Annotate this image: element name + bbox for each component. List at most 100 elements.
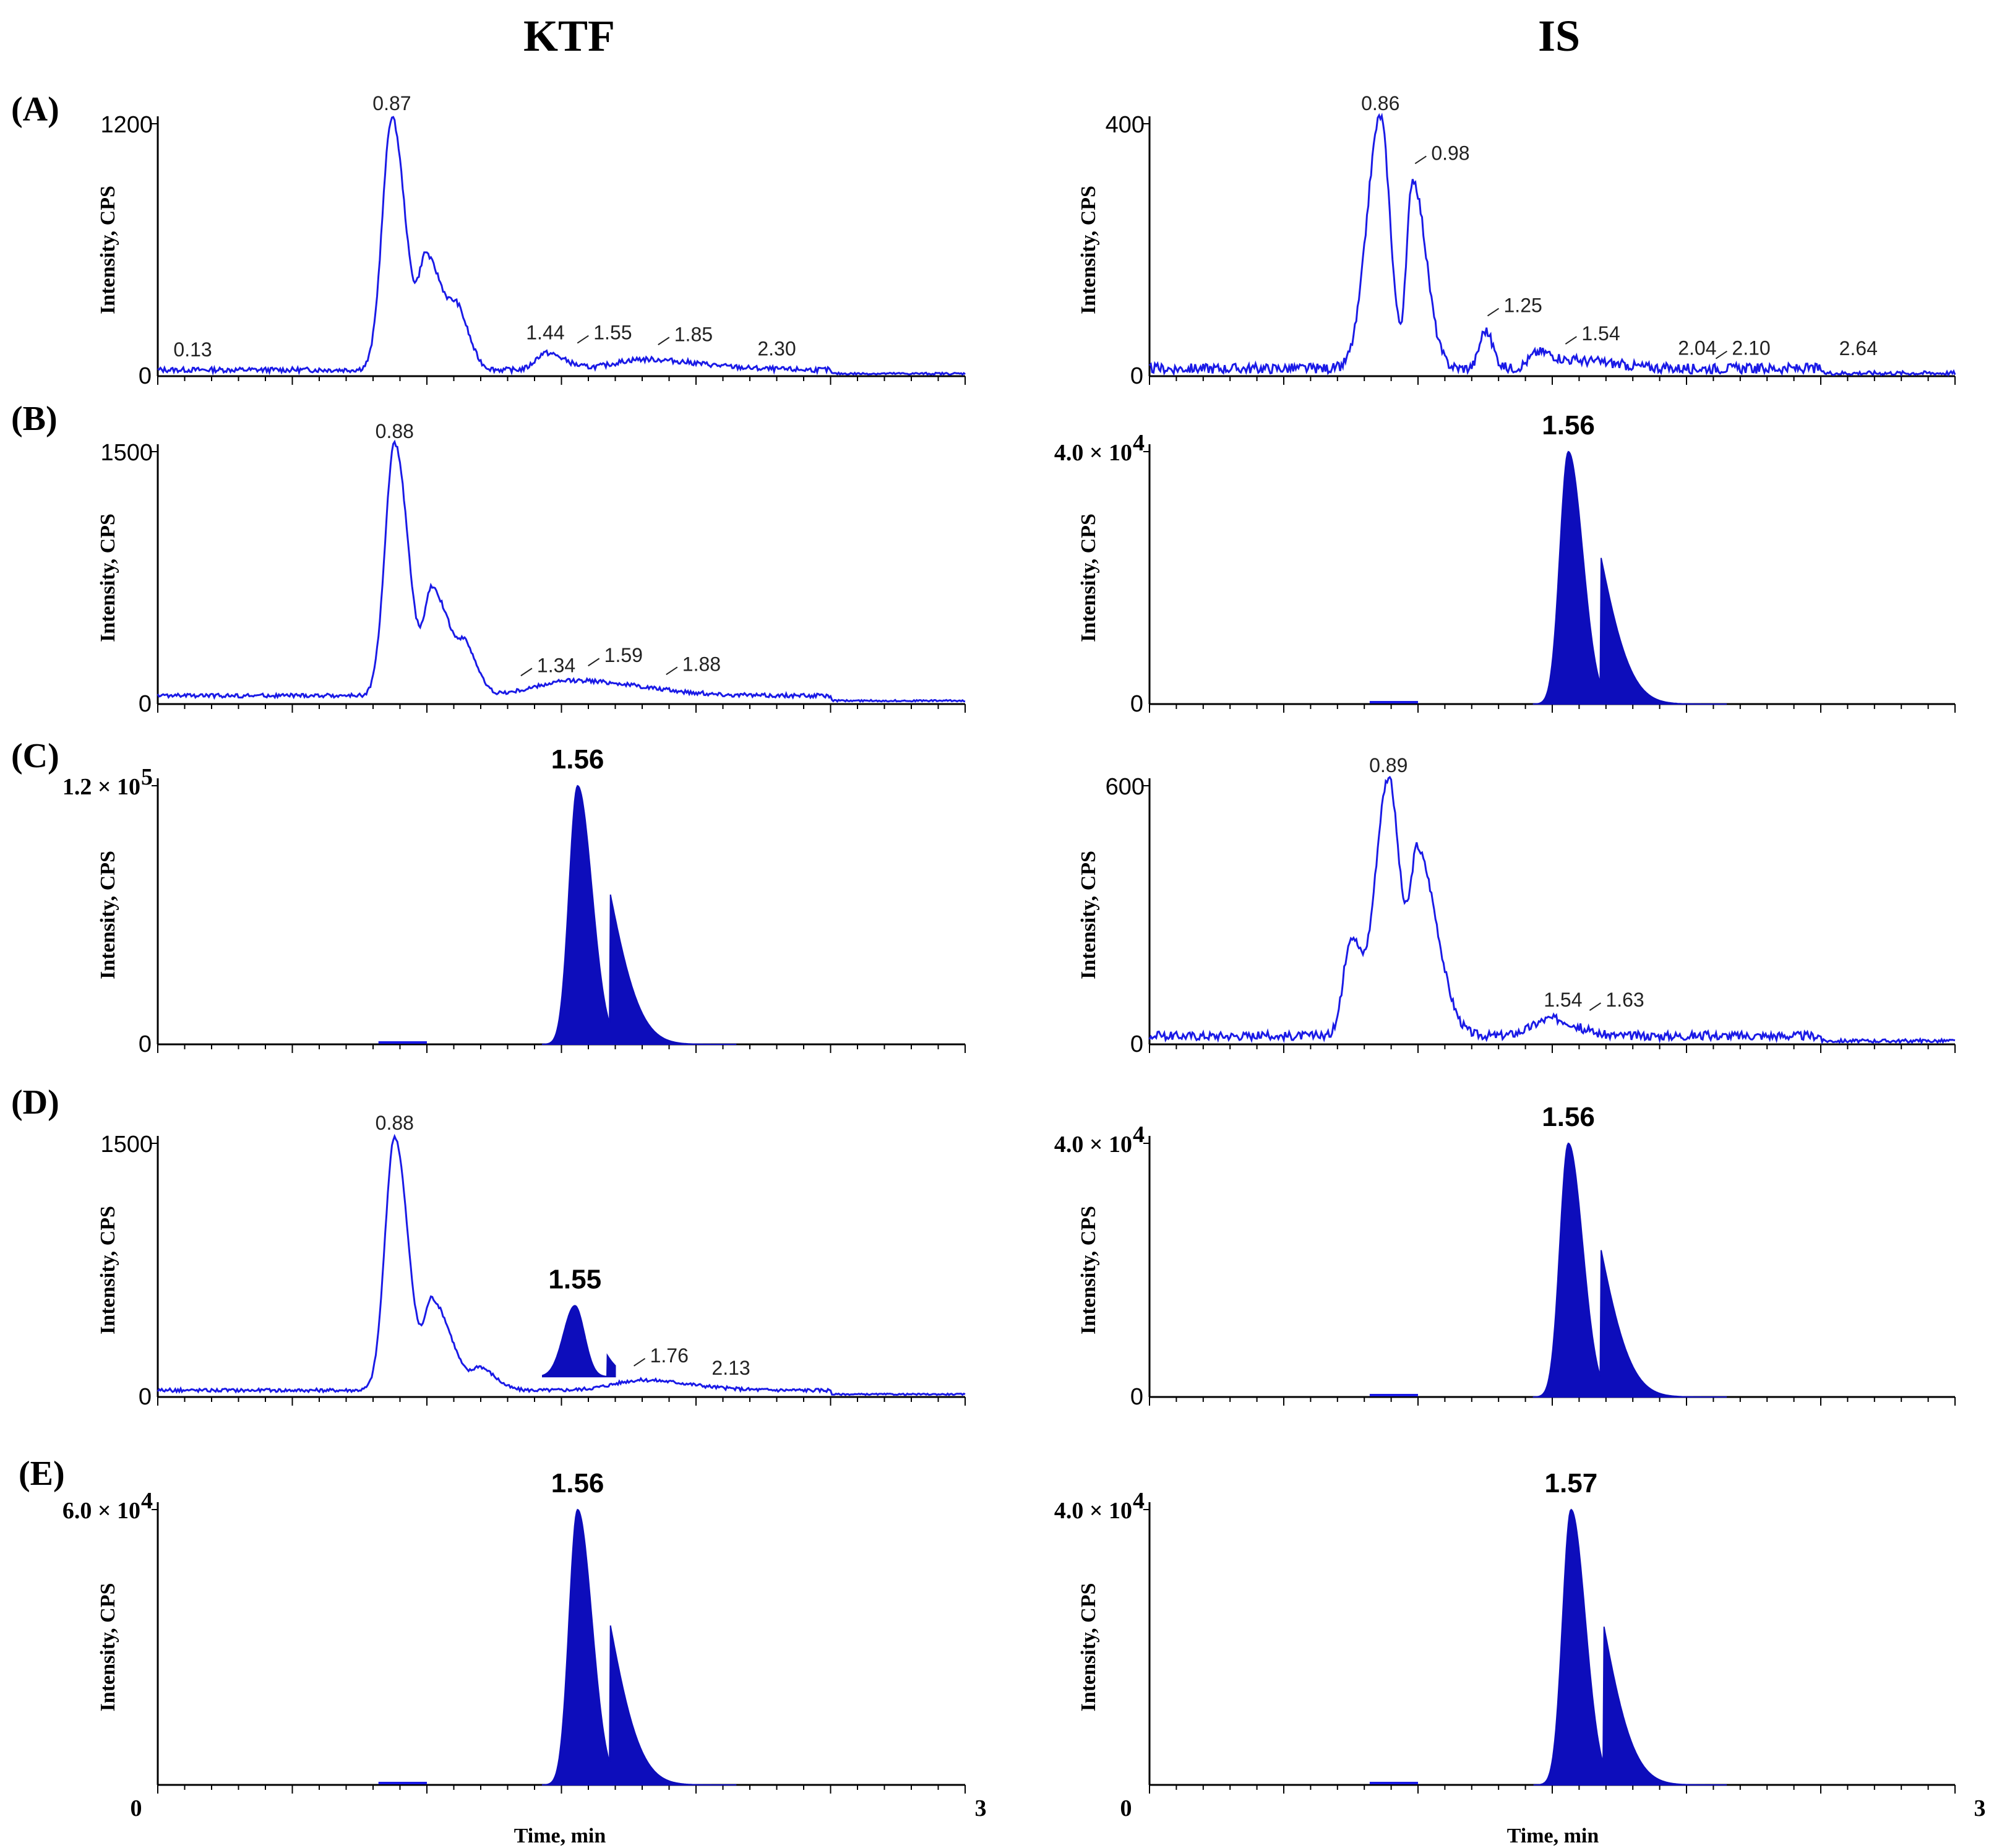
peak-label: 0.88: [376, 1112, 414, 1134]
y-tick-zero-label: 0: [1130, 363, 1143, 389]
y-tick-top-exponent: 4: [141, 1488, 153, 1514]
y-axis-label: Intensity, CPS: [97, 851, 119, 979]
y-tick-top-label: 600: [1106, 774, 1145, 800]
peak-label: 1.54: [1544, 989, 1582, 1011]
peak-leader-line: [1414, 155, 1427, 165]
y-tick-top-label: 1500: [100, 1132, 153, 1158]
peak-label: 1.55: [548, 1264, 601, 1294]
chart-c-ktf: 1.2 × 10 5 0 Intensity, CPS 1.56: [62, 744, 966, 1057]
y-axis-label: Intensity, CPS: [97, 1583, 119, 1712]
peak-leader-line: [588, 658, 600, 667]
x-axis-label-ktf: Time, min: [514, 1824, 606, 1847]
chromatogram-trace: [157, 116, 966, 376]
y-axis-label: Intensity, CPS: [97, 514, 119, 642]
peak-leader-line: [520, 668, 533, 677]
peak-label: 1.76: [650, 1344, 689, 1367]
chromatogram-trace: [1148, 775, 1956, 1045]
peak-leader-line: [666, 666, 678, 676]
y-tick-zero-label: 0: [1130, 1031, 1143, 1057]
chart-b-ktf: 1500 0 Intensity, CPS 0.88 1.34 1.59 1.88: [97, 420, 966, 717]
y-axis-label: Intensity, CPS: [97, 1206, 119, 1334]
y-tick-top-exponent: 4: [1133, 430, 1145, 456]
y-tick-top-label: 1500: [100, 440, 153, 466]
y-tick-top-label: 6.0 × 10: [62, 1498, 140, 1524]
peak-label: 2.64: [1839, 337, 1878, 359]
column-title-is: IS: [1538, 11, 1580, 61]
peak-label: 0.89: [1369, 754, 1407, 776]
peak-label: 0.86: [1361, 92, 1399, 114]
peak-label: 2.30: [757, 338, 796, 360]
peak-leader-line: [634, 1357, 646, 1367]
y-tick-top-label: 4.0 × 10: [1054, 1132, 1132, 1158]
peak-label: 1.56: [1542, 410, 1595, 441]
peak-label: 1.56: [551, 1468, 604, 1498]
chart-d-ktf: 1500 0 Intensity, CPS 0.88 1.55 1.76 2.13: [97, 1112, 966, 1410]
chart-e-is: 4.0 × 10 4 Intensity, CPS 1.57: [1054, 1468, 1956, 1794]
peak-label: 2.04: [1678, 337, 1716, 359]
x-axis-label-is: Time, min: [1507, 1824, 1599, 1847]
y-tick-zero-label: 0: [1130, 691, 1143, 717]
peak-leader-line: [658, 337, 670, 346]
peak-label: 1.88: [682, 653, 721, 675]
y-tick-zero-label: 0: [139, 691, 152, 717]
filled-peak-area: [542, 1508, 737, 1786]
y-axis-label: Intensity, CPS: [1077, 1206, 1100, 1334]
panel-label-e: (E): [19, 1455, 65, 1493]
peak-label: 1.63: [1605, 989, 1644, 1011]
chart-a-is: 400 0 Intensity, CPS 0.86 0.98 1.25 1.54 2.04 2.…: [1077, 92, 1956, 389]
peak-label: 1.85: [674, 323, 713, 345]
y-tick-zero-label: 0: [139, 1031, 152, 1057]
chromatogram-trace: [157, 1133, 966, 1396]
peak-leader-line: [577, 335, 589, 344]
chart-e-ktf: 6.0 × 10 4 Intensity, CPS 1.56: [62, 1468, 966, 1794]
y-axis-label: Intensity, CPS: [1077, 186, 1100, 314]
peak-label: 0.98: [1431, 142, 1469, 164]
chart-d-is: 4.0 × 10 4 0 Intensity, CPS 1.56: [1054, 1102, 1956, 1410]
y-tick-top-exponent: 5: [141, 764, 153, 790]
chromatogram-trace: [1148, 113, 1956, 377]
y-tick-zero-label: 0: [1130, 1384, 1143, 1410]
filled-peak-area: [542, 1305, 616, 1378]
peak-label: 2.13: [711, 1357, 750, 1379]
plot-area: 1200 0 Intensity, CPS 0.13 0.87 1.44 1.55 1.85 2…: [62, 92, 1956, 1794]
y-tick-zero-label: 0: [139, 363, 152, 389]
x-max-label-ktf: 3: [975, 1795, 987, 1821]
peak-label: 0.87: [372, 92, 411, 114]
peak-label: 1.56: [1542, 1102, 1595, 1132]
column-title-ktf: KTF: [523, 11, 615, 61]
peak-label: 1.34: [537, 654, 575, 676]
peak-label: 2.10: [1732, 337, 1770, 359]
peak-label: 1.57: [1545, 1468, 1598, 1498]
y-tick-top-label: 400: [1106, 112, 1145, 138]
peak-leader-line: [1589, 1002, 1601, 1011]
y-tick-top-exponent: 4: [1133, 1122, 1145, 1148]
x-max-label-is: 3: [1974, 1795, 1986, 1821]
chromatogram-trace: [157, 439, 966, 703]
filled-peak-area: [1533, 1508, 1727, 1786]
y-axis-label: Intensity, CPS: [97, 186, 119, 314]
peak-label: 1.54: [1581, 322, 1620, 345]
peak-leader-line: [1565, 336, 1577, 345]
peak-leader-line: [1715, 350, 1727, 359]
peak-label: 0.88: [376, 420, 414, 442]
peak-label: 1.55: [593, 322, 632, 344]
peak-label: 1.25: [1504, 294, 1542, 317]
panel-label-c: (C): [11, 737, 59, 775]
y-tick-top-label: 4.0 × 10: [1054, 1498, 1132, 1524]
y-tick-top-label: 1200: [100, 112, 153, 138]
y-tick-top-label: 4.0 × 10: [1054, 440, 1132, 466]
panel-label-b: (B): [11, 400, 58, 438]
chart-a-ktf: 1200 0 Intensity, CPS 0.13 0.87 1.44 1.55 1.85 2…: [97, 92, 966, 389]
x-min-label-is: 0: [1120, 1795, 1132, 1821]
y-axis-label: Intensity, CPS: [1077, 1583, 1100, 1712]
y-axis-label: Intensity, CPS: [1077, 851, 1100, 979]
chart-b-is: 4.0 × 10 4 0 Intensity, CPS 1.56: [1054, 410, 1956, 717]
filled-peak-area: [1532, 1142, 1727, 1398]
peak-leader-line: [1487, 307, 1500, 317]
y-axis-label: Intensity, CPS: [1077, 514, 1100, 642]
peak-label: 1.56: [551, 744, 604, 775]
peak-label: 1.59: [604, 644, 643, 666]
panel-label-a: (A): [11, 90, 59, 129]
peak-label: 0.13: [173, 338, 212, 361]
